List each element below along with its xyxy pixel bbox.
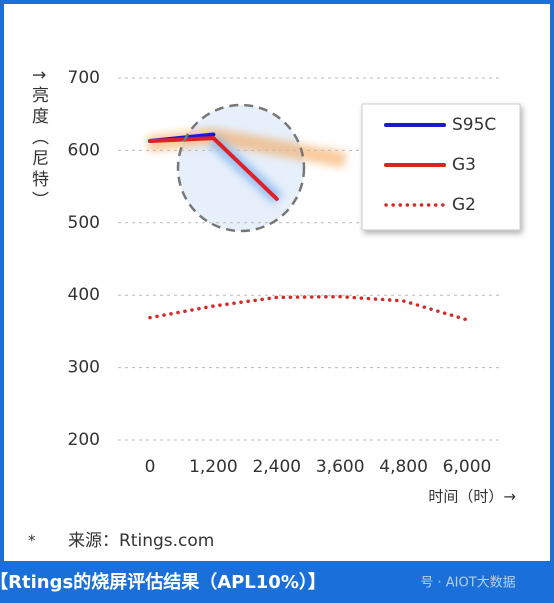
legend-label: S95C (452, 115, 496, 135)
legend-label: G3 (452, 155, 476, 175)
source: 来源：Rtings.com (68, 531, 214, 551)
x-tick-label: 2,400 (252, 457, 301, 477)
legend-label: G2 (452, 195, 476, 215)
x-tick-label: 4,800 (379, 457, 428, 477)
y-tick-label: 500 (68, 213, 100, 233)
legend: S95C G3 G2 (361, 103, 521, 231)
y-axis-label: ↑亮度（尼特） (28, 68, 49, 212)
x-tick-label: 0 (145, 457, 156, 477)
watermark: 号 · AIOT大数据 (420, 576, 515, 591)
y-tick-label: 700 (68, 68, 100, 88)
y-tick-label: 200 (68, 430, 100, 450)
chart-title: 【Rtings的烧屏评估结果（APL10%）】 (0, 571, 326, 593)
panel (4, 4, 550, 561)
x-tick-label: 6,000 (443, 457, 492, 477)
y-tick-label: 300 (68, 358, 100, 378)
x-tick-label: 1,200 (189, 457, 238, 477)
x-tick-label: 3,600 (316, 457, 365, 477)
series-line (148, 136, 279, 201)
y-tick-label: 400 (68, 285, 100, 305)
y-tick-label: 600 (68, 140, 100, 160)
plot-area: 200 300 400 500 600 700 0 1,200 2,400 3,600 4,800 6… (68, 68, 500, 477)
x-axis-label: 时间（时）→ (428, 488, 516, 506)
highlight-circle (176, 103, 306, 233)
source-marker: * (28, 532, 36, 550)
